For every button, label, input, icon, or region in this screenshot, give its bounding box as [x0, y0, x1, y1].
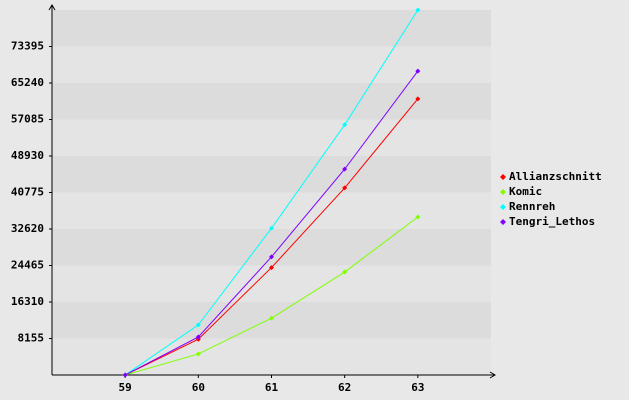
point-marker — [195, 351, 201, 357]
grid-band — [52, 10, 491, 47]
y-axis-arrow — [48, 4, 56, 11]
point-marker — [415, 7, 421, 13]
legend-label: Komic — [509, 185, 542, 198]
y-tick-label: 73395 — [11, 40, 44, 53]
point-marker — [342, 166, 348, 172]
y-tick-label: 57085 — [11, 113, 44, 126]
point-marker — [342, 122, 348, 128]
y-tick-label: 65240 — [11, 76, 44, 89]
y-tick-label: 48930 — [11, 149, 44, 162]
legend-marker — [500, 174, 506, 180]
legend-marker — [500, 219, 506, 225]
point-marker — [269, 254, 274, 260]
point-marker — [415, 68, 421, 74]
x-tick-label: 60 — [192, 381, 205, 394]
legend-label: Tengri_Lethos — [509, 215, 595, 228]
grid-band — [52, 83, 491, 120]
grid-band — [52, 46, 491, 83]
y-tick-label: 24465 — [11, 259, 44, 272]
y-tick-label: 16310 — [11, 295, 44, 308]
point-marker — [342, 269, 348, 275]
legend-label: Rennreh — [509, 200, 555, 213]
point-marker — [415, 214, 421, 220]
legend-marker — [500, 189, 506, 195]
grid-band — [52, 119, 491, 156]
legend-label: Allianzschnitt — [509, 170, 602, 183]
x-tick-label: 59 — [119, 381, 132, 394]
x-axis-arrow — [489, 371, 496, 379]
point-marker — [342, 185, 348, 191]
point-marker — [195, 322, 201, 328]
grid-band — [52, 156, 491, 193]
point-marker — [122, 372, 128, 378]
grid-band — [52, 338, 491, 375]
legend-marker — [500, 204, 506, 210]
point-marker — [269, 265, 274, 271]
x-tick-label: 61 — [265, 381, 279, 394]
grid-band — [52, 265, 491, 302]
x-tick-label: 62 — [338, 381, 351, 394]
y-tick-label: 8155 — [18, 332, 45, 345]
point-marker — [195, 334, 201, 340]
grid-band — [52, 192, 491, 229]
point-marker — [269, 225, 274, 231]
y-tick-label: 40775 — [11, 186, 44, 199]
x-tick-label: 63 — [411, 381, 424, 394]
point-marker — [269, 315, 274, 321]
y-tick-label: 32620 — [11, 222, 44, 235]
grid-band — [52, 229, 491, 266]
point-marker — [415, 96, 421, 102]
